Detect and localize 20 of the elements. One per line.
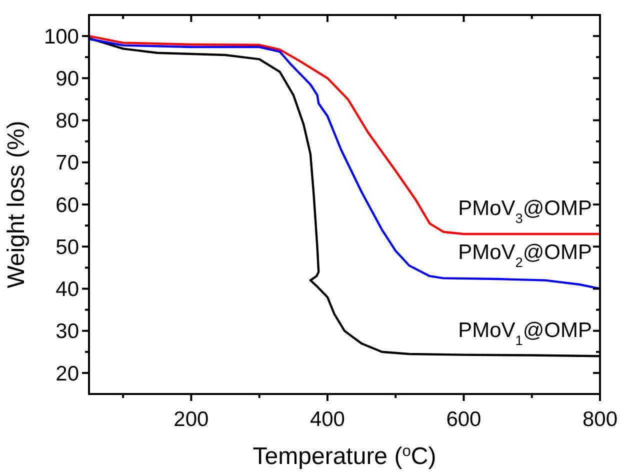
annotation: PMoV$_{2}$@OMP [458, 241, 592, 270]
annotation: PMoV$_{3}$@OMP [458, 197, 592, 226]
x-tick-label: 800 [582, 408, 618, 431]
y-tick-label: 50 [56, 236, 79, 259]
line-series [88, 38, 602, 290]
y-tick-label: 40 [56, 278, 79, 302]
y-tick-label: 20 [56, 362, 79, 386]
y-tick-label: 90 [56, 68, 79, 91]
annotation: PMoV$_{1}$@OMP [458, 319, 592, 348]
y-tick-label: 30 [56, 320, 79, 344]
y-tick-label: 100 [44, 25, 79, 48]
x-tick-label: 400 [310, 408, 345, 431]
y-axis-title: Weight loss (%) [3, 120, 30, 288]
x-axis-title: Temperature ($^{o}$C) [252, 442, 436, 470]
x-tick-label: 600 [446, 408, 482, 431]
y-tick-label: 80 [56, 110, 79, 133]
line-series [88, 34, 602, 236]
y-tick-label: 60 [56, 194, 79, 217]
x-tick-label: 200 [174, 408, 209, 431]
y-tick-label: 70 [56, 152, 79, 175]
